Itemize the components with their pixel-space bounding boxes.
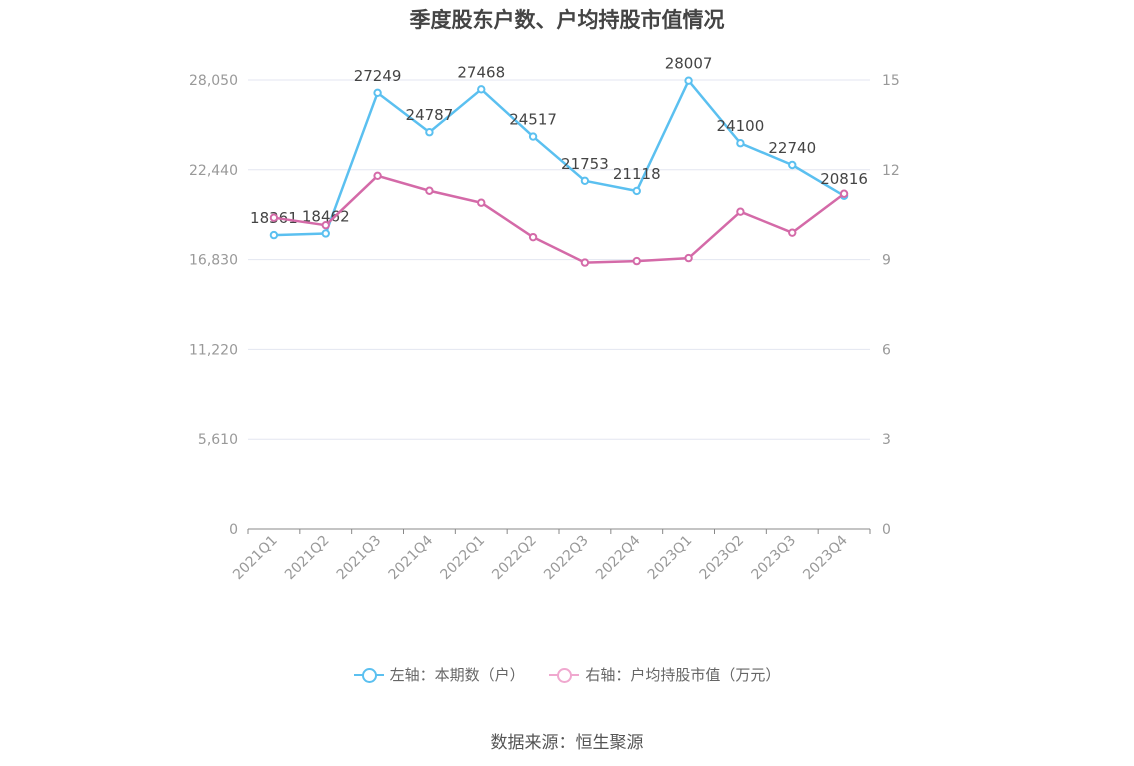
data-point-2 — [580, 258, 590, 267]
data-label: 18462 — [302, 207, 350, 225]
y-left-tick-label: 0 — [229, 522, 238, 538]
y-left-tick-label: 28,050 — [189, 73, 238, 89]
y-left-tick-label: 5,610 — [198, 432, 238, 448]
x-tick-label: 2021Q2 — [282, 533, 333, 584]
data-label: 27249 — [354, 67, 402, 85]
data-point-1 — [269, 230, 279, 240]
data-point-2 — [736, 207, 745, 216]
x-tick-label: 2023Q2 — [697, 533, 748, 584]
legend-label-series-1: 左轴：本期数（户） — [389, 666, 525, 684]
data-point-2 — [269, 213, 279, 222]
data-label: 28007 — [665, 55, 713, 73]
x-tick-label: 2021Q1 — [230, 533, 281, 584]
data-point-2 — [839, 189, 849, 198]
x-tick-label: 2023Q3 — [748, 533, 799, 584]
x-tick-label: 2023Q1 — [645, 533, 696, 584]
data-label: 22740 — [768, 139, 816, 157]
data-point-1 — [632, 186, 641, 196]
x-tick-label: 2022Q2 — [489, 533, 540, 584]
series-line-2 — [273, 174, 845, 264]
y-right-tick-label: 12 — [882, 163, 900, 179]
legend-swatch-series-2 — [549, 667, 580, 683]
data-point-2 — [528, 232, 538, 242]
data-point-2 — [632, 256, 641, 266]
legend-item-series-1[interactable]: 左轴：本期数（户） — [353, 664, 525, 685]
legend-swatch-series-1 — [353, 667, 384, 683]
data-point-2 — [788, 228, 797, 237]
data-label: 24517 — [509, 111, 557, 129]
data-point-2 — [321, 220, 330, 230]
data-label: 24787 — [406, 106, 454, 124]
x-tick-label: 2021Q4 — [386, 532, 437, 583]
series-line-1 — [273, 79, 845, 237]
y-right-tick-label: 6 — [882, 342, 891, 358]
x-tick-label: 2022Q1 — [437, 533, 488, 584]
y-left-tick-label: 11,220 — [189, 342, 238, 358]
x-tick-label: 2022Q3 — [541, 533, 592, 584]
y-right-tick-label: 15 — [882, 73, 900, 89]
legend-label-series-2: 右轴：户均持股市值（万元） — [585, 666, 781, 684]
y-left-tick-label: 16,830 — [189, 253, 238, 269]
x-tick-label: 2023Q4 — [800, 532, 851, 583]
data-point-2 — [684, 253, 693, 263]
y-right-tick-label: 3 — [882, 432, 891, 448]
y-right-tick-label: 0 — [882, 522, 891, 538]
data-point-1 — [788, 160, 797, 170]
data-point-2 — [477, 198, 486, 207]
x-tick-label: 2022Q4 — [593, 532, 644, 583]
data-point-1 — [425, 128, 434, 137]
data-point-1 — [477, 85, 486, 94]
data-point-1 — [684, 76, 693, 85]
data-point-1 — [736, 139, 745, 148]
data-point-2 — [373, 171, 382, 180]
data-label: 24100 — [717, 117, 765, 135]
data-point-1 — [580, 176, 590, 185]
data-label: 21118 — [613, 165, 661, 183]
data-label: 27468 — [457, 63, 505, 81]
chart-title: 季度股东户数、户均持股市值情况 — [409, 8, 725, 32]
data-label: 21753 — [561, 155, 609, 173]
legend-item-series-2[interactable]: 右轴：户均持股市值（万元） — [549, 664, 780, 685]
data-source: 数据来源：恒生聚源 — [490, 733, 644, 753]
y-right-tick-label: 9 — [882, 253, 891, 269]
y-left-tick-label: 22,440 — [189, 163, 238, 179]
legend: 左轴：本期数（户） 右轴：户均持股市值（万元） — [0, 664, 1134, 687]
data-point-1 — [373, 88, 382, 98]
data-point-2 — [425, 186, 434, 195]
data-point-1 — [321, 229, 330, 238]
x-tick-label: 2021Q3 — [334, 533, 385, 584]
data-label: 20816 — [820, 170, 868, 188]
data-point-1 — [528, 132, 538, 141]
